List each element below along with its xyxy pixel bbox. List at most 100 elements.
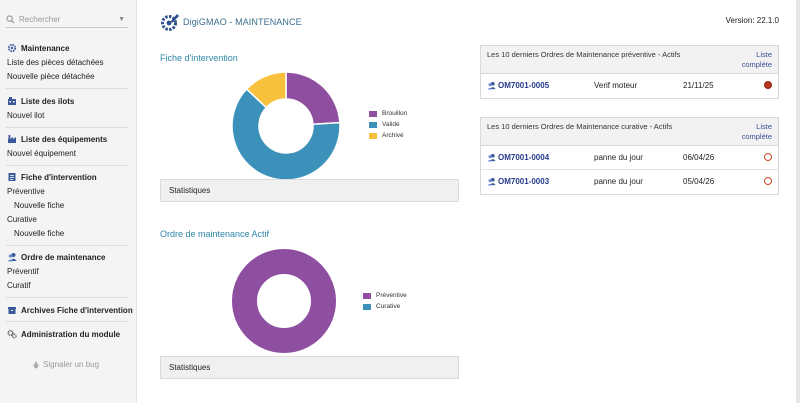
menu-admin-label: Administration du module	[21, 329, 121, 339]
menu-item-nouvel-equipement[interactable]: Nouvel équipement	[7, 149, 76, 158]
maintenance-logo-icon	[161, 14, 179, 31]
users-icon	[487, 81, 496, 90]
status-icon	[764, 153, 772, 161]
legend-label: Archivé	[382, 132, 404, 139]
menu-administration[interactable]: Administration du module	[7, 328, 120, 340]
panel-title: Les 10 derniers Ordres de Maintenance cu…	[487, 122, 673, 131]
users-icon	[487, 177, 496, 186]
bug-icon	[32, 361, 40, 368]
divider	[6, 88, 128, 89]
menu-item-preventif[interactable]: Préventif	[7, 267, 39, 276]
table-row[interactable]: OM7001-0004 panne du jour 06/04/26	[481, 146, 778, 170]
order-ref: OM7001-0004	[498, 153, 550, 162]
legend-swatch	[369, 121, 377, 128]
full-list-link[interactable]: Liste complète	[741, 122, 772, 141]
full-list-link[interactable]: Liste complète	[741, 50, 772, 69]
donut-chart-ordre	[232, 249, 336, 353]
search-input[interactable]	[19, 13, 114, 26]
menu-item-liste-pieces[interactable]: Liste des pièces détachées	[7, 58, 104, 67]
window-edge	[796, 0, 800, 403]
menu-ilots[interactable]: Liste des ilots	[7, 95, 74, 107]
order-date: 06/04/26	[683, 153, 715, 162]
donut-slice-valide[interactable]	[231, 87, 341, 181]
table-row[interactable]: OM7001-0005 Verif moteur 21/11/25	[481, 74, 778, 98]
order-ref: OM7001-0005	[498, 81, 550, 90]
report-bug-label: Signaler un bug	[43, 360, 100, 369]
menu-archives[interactable]: Archives Fiche d'intervention	[7, 304, 133, 316]
order-label: panne du jour	[594, 153, 643, 162]
panel-title: Les 10 derniers Ordres de Maintenance pr…	[487, 50, 681, 59]
menu-item-nouvelle-fiche-preventive[interactable]: Nouvelle fiche	[14, 201, 65, 210]
document-icon	[8, 173, 16, 181]
status-icon	[764, 81, 772, 89]
menu-item-nouvelle-fiche-curative[interactable]: Nouvelle fiche	[14, 229, 65, 238]
search-box[interactable]: ▼	[6, 12, 128, 28]
menu-item-curative[interactable]: Curative	[7, 215, 37, 224]
legend-item[interactable]: Validé	[369, 119, 407, 130]
menu-equipements-label: Liste des équipements	[21, 134, 108, 144]
divider	[6, 245, 128, 246]
order-ref-link[interactable]: OM7001-0003	[487, 177, 549, 186]
panel-preventive-orders: Les 10 derniers Ordres de Maintenance pr…	[480, 45, 779, 99]
legend-swatch	[369, 132, 377, 139]
donut-slice-archive[interactable]	[245, 71, 287, 109]
order-date: 21/11/25	[683, 81, 714, 90]
order-label: panne du jour	[594, 177, 643, 186]
cogs-icon	[7, 329, 17, 339]
chart-legend-fiche: Brouillon Validé Archivé	[369, 108, 407, 141]
panel-header: Les 10 derniers Ordres de Maintenance pr…	[481, 46, 778, 74]
menu-maintenance-label: Maintenance	[21, 43, 70, 53]
legend-swatch	[369, 110, 377, 117]
donut-slice-preventive[interactable]	[232, 249, 336, 353]
menu-item-nouvel-ilot[interactable]: Nouvel ilot	[7, 111, 45, 120]
divider	[6, 321, 128, 322]
chart-title-ordre: Ordre de maintenance Actif	[160, 229, 270, 239]
table-row[interactable]: OM7001-0003 panne du jour 05/04/26	[481, 170, 778, 194]
page-title: DigiGMAO - MAINTENANCE	[183, 17, 302, 27]
divider	[6, 165, 128, 166]
factory-icon	[8, 135, 16, 143]
legend-item[interactable]: Archivé	[369, 130, 407, 141]
legend-label: Préventive	[376, 292, 407, 299]
legend-swatch	[363, 303, 371, 310]
version-label: Version: 22.1.0	[725, 16, 779, 25]
stats-bar-ordre[interactable]: Statistiques	[160, 356, 459, 379]
legend-label: Brouillon	[382, 110, 408, 117]
chart-legend-ordre: Préventive Curative	[363, 290, 407, 312]
menu-fiche-label: Fiche d'intervention	[21, 172, 97, 182]
archive-icon	[8, 307, 16, 314]
menu-item-nouvelle-piece[interactable]: Nouvelle pièce détachée	[7, 72, 95, 81]
legend-swatch	[363, 292, 371, 299]
divider	[6, 297, 128, 298]
panel-curative-orders: Les 10 derniers Ordres de Maintenance cu…	[480, 117, 779, 195]
menu-fiche-intervention[interactable]: Fiche d'intervention	[7, 171, 97, 183]
sidebar: ▼ Maintenance Liste des pièces détachées…	[0, 0, 137, 403]
menu-item-preventive[interactable]: Préventive	[7, 187, 45, 196]
menu-item-curatif[interactable]: Curatif	[7, 281, 31, 290]
gear-icon	[7, 43, 17, 53]
legend-label: Curative	[376, 303, 401, 310]
status-icon	[764, 177, 772, 185]
menu-archives-label: Archives Fiche d'intervention	[21, 305, 133, 315]
divider	[6, 127, 128, 128]
chevron-down-icon[interactable]: ▼	[118, 16, 125, 23]
order-label: Verif moteur	[594, 81, 638, 90]
menu-ordre-maintenance[interactable]: Ordre de maintenance	[7, 251, 105, 263]
search-icon	[6, 15, 15, 24]
panel-header: Les 10 derniers Ordres de Maintenance cu…	[481, 118, 778, 146]
report-bug-link[interactable]: Signaler un bug	[32, 360, 99, 369]
legend-item[interactable]: Préventive	[363, 290, 407, 301]
menu-equipements[interactable]: Liste des équipements	[7, 133, 107, 145]
stats-bar-fiche[interactable]: Statistiques	[160, 179, 459, 202]
menu-maintenance[interactable]: Maintenance	[7, 42, 69, 54]
menu-ilots-label: Liste des ilots	[21, 96, 75, 106]
legend-item[interactable]: Curative	[363, 301, 407, 312]
legend-item[interactable]: Brouillon	[369, 108, 407, 119]
order-ref-link[interactable]: OM7001-0005	[487, 81, 549, 90]
donut-chart-fiche	[231, 71, 341, 181]
legend-label: Validé	[382, 121, 400, 128]
donut-slice-brouillon[interactable]	[285, 71, 341, 126]
order-ref-link[interactable]: OM7001-0004	[487, 153, 549, 162]
users-icon	[487, 153, 496, 162]
chart-title-fiche: Fiche d'intervention	[160, 53, 238, 63]
